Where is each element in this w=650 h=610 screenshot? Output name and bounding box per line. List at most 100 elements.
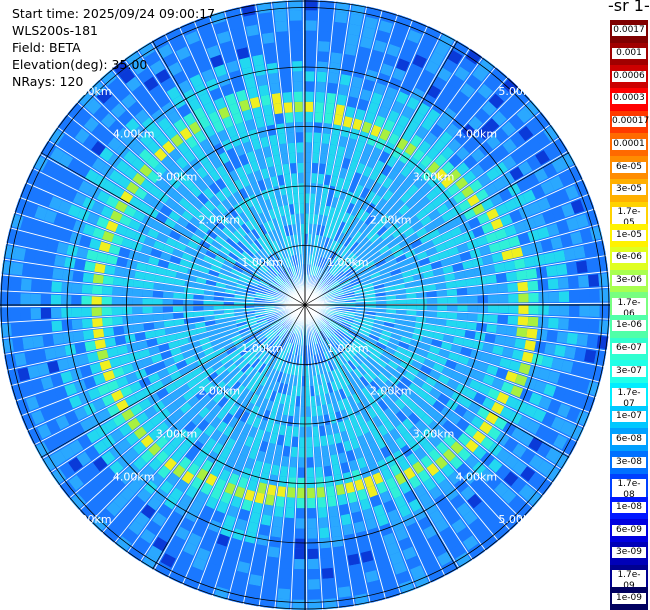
ray	[260, 315, 304, 609]
ray-gap	[304, 48, 471, 306]
ray-gap	[304, 255, 607, 306]
ray-gap	[304, 304, 562, 471]
ray-gap	[304, 123, 551, 306]
ray	[70, 311, 298, 510]
elevation-label: Elevation(deg): 35.00	[12, 57, 148, 72]
ray-gap	[304, 304, 487, 551]
ray	[307, 314, 400, 599]
colorbar-tick-label: 1.7e-08	[612, 479, 646, 502]
ray-gap	[304, 304, 607, 352]
ray-gap	[223, 10, 306, 306]
ray-gap	[48, 139, 306, 306]
ray	[6, 229, 296, 303]
range-label: 1.00km	[327, 342, 369, 355]
ray-gap	[3, 304, 306, 355]
ray	[26, 169, 296, 301]
ray-gap	[290, 304, 306, 610]
range-label: 4.00km	[113, 470, 155, 483]
ray-gap	[304, 304, 585, 428]
ray-gap	[304, 304, 432, 584]
ray	[2, 306, 295, 353]
colorbar-tick-label: 0.001	[612, 48, 646, 60]
ray-gap	[304, 304, 578, 443]
ray	[125, 51, 300, 297]
ray-gap	[304, 208, 595, 306]
ray-gap	[304, 286, 610, 306]
colorbar-tick-label: 6e-07	[612, 343, 646, 355]
ray	[0, 276, 295, 305]
ray-gap	[304, 304, 609, 336]
ray	[306, 1, 350, 295]
colorbar-tick-label: 1e-05	[612, 229, 646, 241]
ray-gap	[193, 20, 306, 306]
ray-gap	[304, 56, 484, 306]
ray	[314, 307, 600, 396]
ray	[312, 311, 532, 519]
ray-gap	[211, 304, 306, 596]
ray-gap	[304, 14, 399, 306]
range-label: 4.00km	[456, 470, 498, 483]
ray-gap	[304, 304, 499, 542]
ray	[169, 314, 301, 584]
ray-gap	[304, 304, 324, 610]
ray-gap	[139, 304, 306, 562]
ray-gap	[126, 304, 306, 554]
ray-gap	[167, 304, 306, 578]
ray-gap	[6, 304, 306, 371]
range-label: 1.00km	[241, 256, 283, 269]
colorbar-tick-label: 1.7e-09	[612, 569, 646, 592]
ray-gap	[255, 3, 306, 306]
ray	[314, 180, 589, 302]
colorbar-tick-label: 3e-08	[612, 456, 646, 468]
ray-gap	[114, 304, 306, 544]
ray-gap	[304, 6, 368, 306]
ray	[314, 226, 603, 303]
colorbar-tick-label: 3e-05	[612, 184, 646, 196]
ray	[314, 166, 583, 301]
ray-gap	[270, 1, 306, 306]
ray	[199, 314, 302, 596]
colorbar-tick-label: 1e-06	[612, 320, 646, 332]
azimuth-spoke	[152, 304, 306, 570]
colorbar-tick-label: 1e-07	[612, 411, 646, 423]
colorbar-tick-label: 3e-09	[612, 547, 646, 559]
ray	[16, 308, 296, 415]
range-label: 3.00km	[413, 428, 455, 441]
ray	[11, 307, 296, 400]
ray	[91, 312, 299, 532]
ray-gap	[90, 304, 306, 523]
ray	[315, 306, 609, 350]
start-time-label: Start time: 2025/09/24 09:00:17	[12, 6, 216, 21]
ray-gap	[15, 304, 306, 402]
colorbar-tick-label: 1.7e-05	[612, 206, 646, 229]
ray	[315, 273, 610, 305]
ray-gap	[79, 304, 306, 511]
ray-gap	[26, 304, 306, 432]
ray	[10, 214, 296, 303]
ray	[49, 128, 297, 300]
ray-gap	[274, 304, 306, 609]
ray	[311, 312, 521, 530]
range-label: 3.00km	[413, 170, 455, 183]
ray-gap	[178, 26, 306, 306]
ray	[128, 313, 300, 561]
ray-gap	[56, 126, 306, 306]
ray-gap	[0, 304, 306, 324]
ray-gap	[304, 304, 601, 383]
ray-gap	[304, 178, 584, 306]
ray	[311, 58, 495, 297]
range-label: 5.00km	[498, 513, 540, 526]
ray-gap	[49, 304, 306, 473]
colorbar-tick-label: 6e-09	[612, 524, 646, 536]
range-label: 5.00km	[498, 85, 540, 98]
ray	[306, 3, 365, 295]
ray-gap	[304, 223, 600, 306]
ray	[305, 0, 334, 295]
colorbar-tick-label: 6e-08	[612, 433, 646, 445]
ray-gap	[304, 304, 610, 320]
ray-gap	[227, 304, 306, 601]
ray-gap	[10, 304, 306, 387]
ray	[0, 305, 295, 337]
ray	[27, 309, 296, 444]
ray	[305, 315, 321, 610]
